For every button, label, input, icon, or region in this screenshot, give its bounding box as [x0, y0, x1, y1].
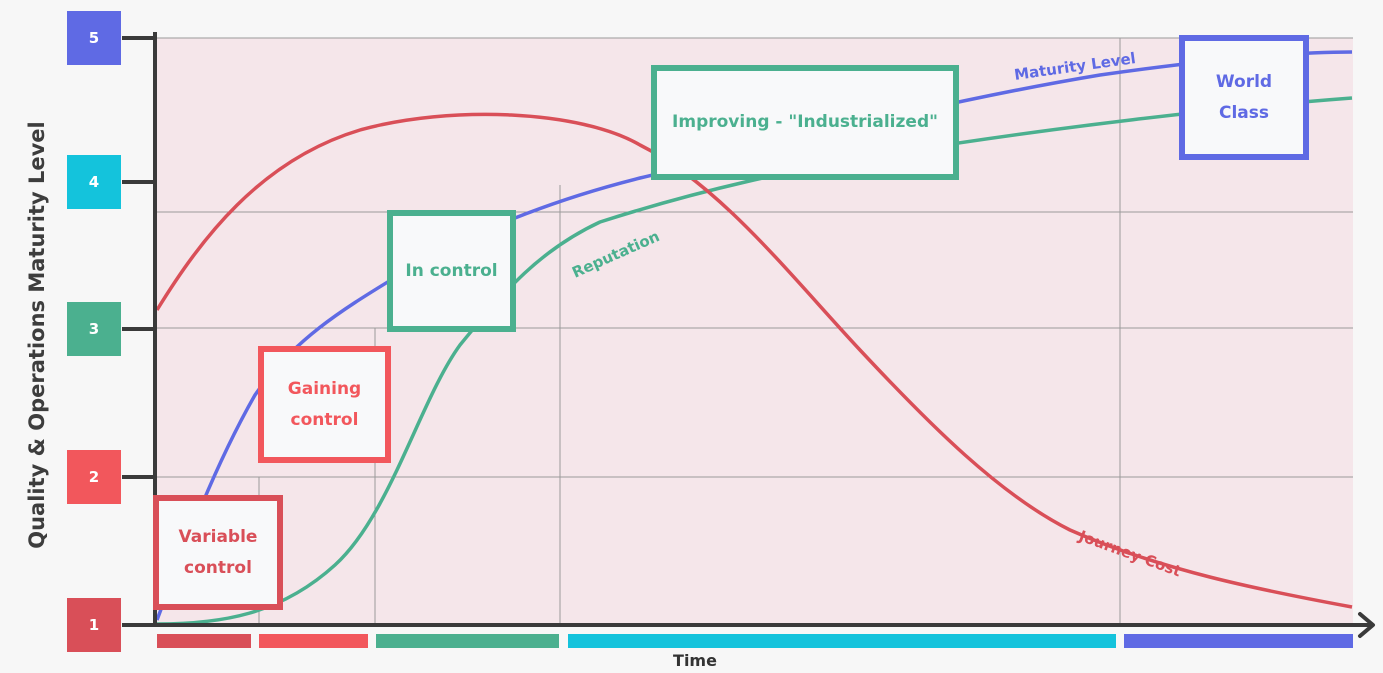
maturity-level-curve — [155, 50, 1353, 621]
journey-cost-curve — [155, 112, 1353, 609]
time-band — [157, 634, 251, 648]
level-1-badge: 1 — [67, 598, 121, 652]
time-band — [568, 634, 1116, 648]
time-band — [1124, 634, 1353, 648]
stage-improving-industrialized: Improving - "Industrialized" — [651, 65, 959, 180]
x-axis-title: Time — [673, 651, 717, 670]
time-band — [376, 634, 559, 648]
time-bands — [157, 634, 1353, 648]
grid-lines — [155, 37, 1353, 625]
level-2-badge: 2 — [67, 450, 121, 504]
level-5-badge: 5 — [67, 11, 121, 65]
time-band — [259, 634, 368, 648]
stage-variable-control: Variable control — [153, 495, 283, 610]
y-axis-title-text: Quality & Operations Maturity Level — [25, 121, 49, 549]
stage-in-control: In control — [387, 210, 516, 332]
stage-world-class: World Class — [1179, 35, 1309, 160]
reputation-curve — [156, 96, 1353, 626]
level-3-badge: 3 — [67, 302, 121, 356]
level-4-badge: 4 — [67, 155, 121, 209]
x-axis-arrow — [1358, 612, 1375, 638]
stage-gaining-control: Gaining control — [258, 346, 391, 463]
curves — [155, 50, 1353, 626]
